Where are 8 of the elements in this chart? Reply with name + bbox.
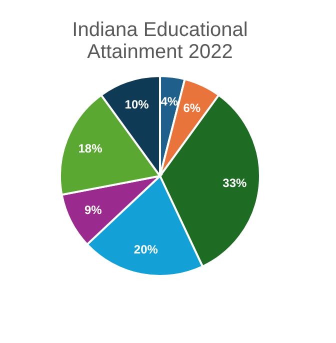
- chart-title: Indiana Educational Attainment 2022: [72, 19, 248, 63]
- data-label: 18%: [78, 141, 103, 156]
- data-label: 10%: [124, 98, 150, 112]
- data-label: 20%: [134, 242, 158, 257]
- data-label: 4%: [160, 94, 178, 109]
- data-label: 9%: [84, 203, 102, 218]
- data-label: 33%: [222, 176, 247, 190]
- data-label: 6%: [183, 101, 201, 116]
